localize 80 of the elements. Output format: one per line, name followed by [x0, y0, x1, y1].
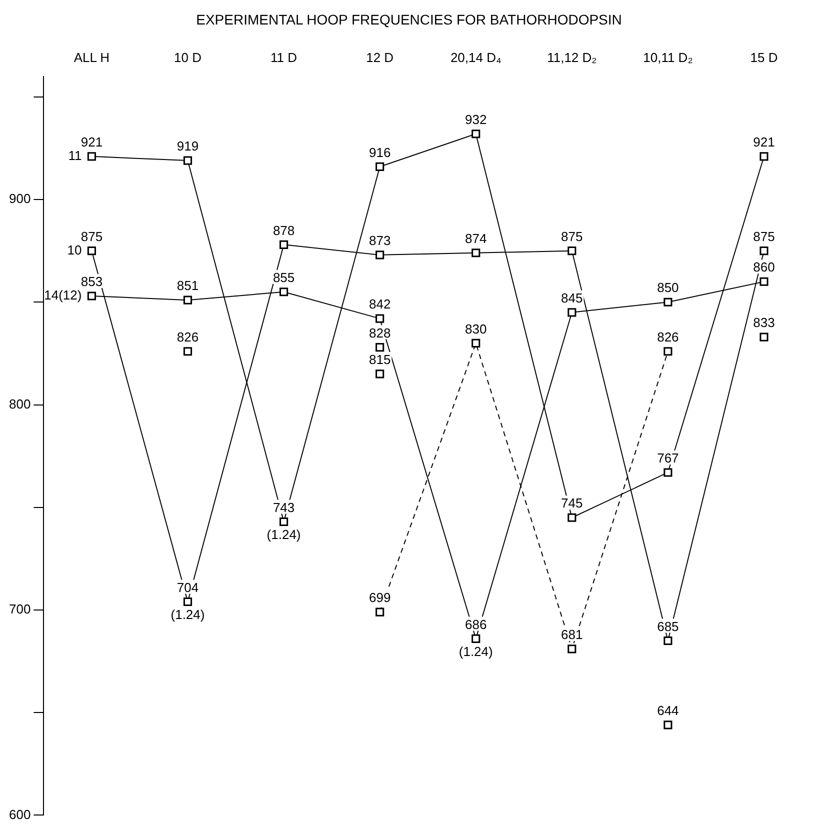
data-label: 644 [657, 702, 679, 718]
data-label: 855 [272, 270, 295, 285]
data-label: 704 [176, 580, 199, 595]
point [183, 156, 192, 165]
x-tick-label: 20,14 D₄ [450, 50, 502, 66]
point [280, 517, 288, 526]
data-label: 916 [368, 144, 391, 160]
data-label: 845 [561, 290, 583, 306]
point [472, 248, 480, 258]
point [568, 644, 576, 654]
point [280, 240, 288, 249]
data-label: 932 [465, 112, 487, 127]
data-label: 875 [561, 228, 583, 244]
annotation: (1.24) [170, 606, 205, 622]
series-label: 10 [67, 242, 82, 258]
data-label: 875 [80, 228, 103, 244]
point [664, 298, 672, 306]
data-label: 921 [753, 134, 775, 150]
x-tick-label: 11 D [270, 50, 298, 66]
point [87, 152, 96, 161]
point [568, 308, 576, 317]
y-tick-label: 800 [8, 396, 31, 412]
data-label: 853 [80, 274, 103, 290]
data-label: 873 [368, 233, 391, 248]
point [664, 636, 672, 646]
point [87, 246, 96, 256]
series-label: 11 [68, 148, 82, 164]
data-label: 745 [561, 496, 583, 511]
point [472, 634, 480, 643]
point [664, 347, 672, 356]
point [664, 468, 672, 477]
point [568, 513, 576, 522]
x-tick-label: ALL H [74, 50, 110, 66]
x-tick-label: 10,11 D₂ [643, 50, 693, 66]
data-label: 874 [465, 230, 487, 246]
data-label: 878 [272, 222, 295, 238]
point [760, 246, 768, 256]
data-label: 743 [272, 500, 295, 515]
data-label: 919 [176, 138, 199, 154]
data-label: 921 [80, 134, 103, 150]
annotation: (1.24) [458, 644, 493, 659]
data-label: 767 [657, 450, 679, 466]
point [472, 338, 480, 348]
data-label: 828 [368, 325, 391, 340]
data-label: 842 [368, 296, 391, 312]
point [760, 277, 768, 286]
data-label: 875 [753, 228, 775, 244]
data-label: 686 [465, 616, 487, 632]
annotation: (1.24) [266, 526, 301, 542]
point [472, 130, 480, 138]
x-tick-label: 10 D [174, 50, 202, 66]
point [568, 246, 576, 256]
point [183, 597, 192, 606]
y-tick-label: 900 [8, 191, 31, 206]
data-label: 681 [561, 627, 583, 642]
point [376, 250, 384, 260]
point [183, 296, 192, 304]
point [760, 152, 768, 161]
x-tick-label: 12 D [366, 50, 394, 66]
data-label: 833 [753, 315, 775, 330]
y-tick-label: 700 [8, 602, 31, 617]
point [376, 608, 384, 616]
y-tick-label: 600 [8, 806, 31, 822]
data-label: 699 [368, 590, 391, 606]
chart-title: EXPERIMENTAL HOOP FREQUENCIES FOR BATHORHODOPSIN [196, 11, 622, 28]
data-label: 830 [465, 321, 487, 336]
series-label: 14(12) [44, 288, 82, 303]
x-tick-label: 15 D [750, 50, 778, 66]
data-label: 860 [753, 260, 775, 275]
data-label: 851 [176, 278, 199, 294]
data-label: 685 [657, 618, 679, 634]
data-label: 815 [368, 352, 391, 368]
data-label: 826 [657, 329, 679, 344]
point [280, 288, 288, 296]
point [376, 314, 384, 323]
x-tick-label: 11,12 D₂ [547, 50, 597, 66]
data-label: 850 [657, 280, 679, 296]
point [87, 292, 96, 300]
data-label: 826 [176, 329, 199, 344]
point [376, 162, 384, 171]
